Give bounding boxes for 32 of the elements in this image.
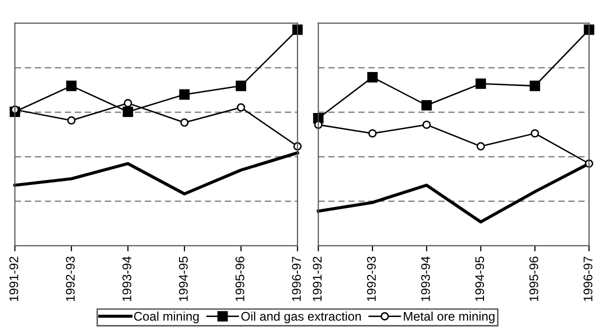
- x-tick-label: 1994-95: [475, 256, 484, 302]
- x-tick-label: 1994-95: [178, 256, 188, 302]
- x-tick-label: 1991-92: [312, 256, 322, 302]
- x-tick-label: 1995-96: [529, 256, 538, 302]
- legend-label: Oil and gas extraction: [241, 312, 361, 324]
- point: [180, 118, 189, 127]
- point: [124, 98, 132, 108]
- point: [236, 80, 246, 92]
- x-tick-label: 1995-96: [235, 256, 244, 302]
- point: [530, 80, 540, 92]
- point: [421, 100, 432, 111]
- x-tick-label: 1991-92: [9, 256, 18, 302]
- x-tick-label: 1992-93: [366, 256, 376, 302]
- point: [122, 106, 134, 117]
- x-tick-label: 1993-94: [421, 256, 430, 302]
- point: [476, 78, 486, 89]
- point: [367, 72, 378, 82]
- point: [67, 116, 76, 125]
- point: [422, 120, 431, 129]
- x-tick-label: 1996-97: [584, 256, 592, 302]
- point: [236, 103, 246, 112]
- point: [530, 129, 540, 138]
- x-tick-label: 1992-93: [66, 256, 75, 302]
- point: [584, 24, 594, 35]
- point: [368, 129, 377, 138]
- point: [476, 142, 485, 151]
- legend-label: Metal ore mining: [404, 312, 494, 324]
- point: [66, 80, 77, 92]
- legend-label: Coal mining: [134, 312, 199, 324]
- x-tick-label: 1996-97: [292, 256, 301, 302]
- point: [179, 89, 190, 100]
- x-tick-label: 1993-94: [122, 256, 132, 302]
